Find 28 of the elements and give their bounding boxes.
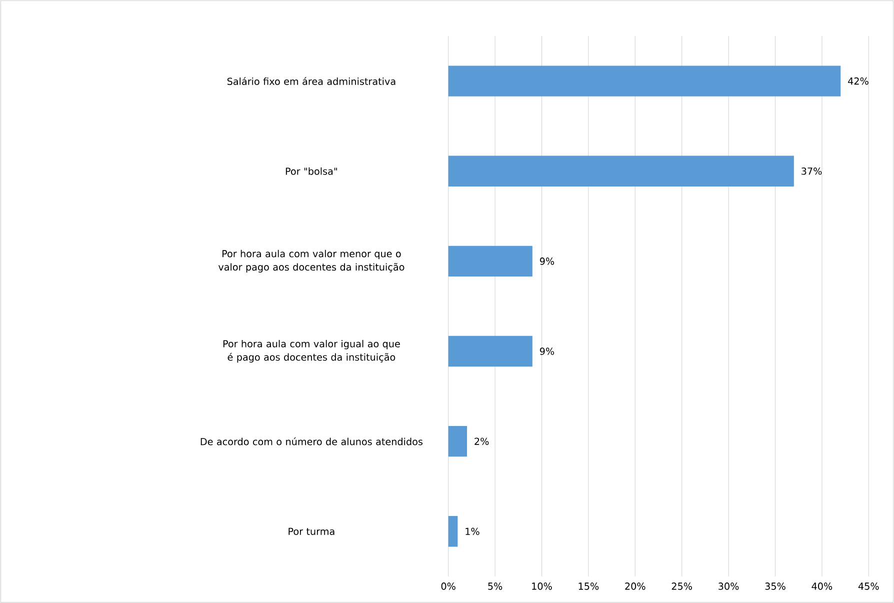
x-tick-label: 20%: [625, 582, 646, 590]
bar: [448, 246, 532, 276]
x-tick-label: 15%: [578, 582, 599, 590]
data-label: 2%: [474, 438, 489, 445]
bar: [448, 336, 532, 367]
x-tick-label: 35%: [765, 582, 786, 590]
x-tick-label: 5%: [488, 582, 502, 590]
data-label: 37%: [802, 167, 822, 175]
x-tick-label: 0%: [441, 582, 456, 590]
y-tick-label: De acordo com o número de alunos atendidos: [200, 437, 422, 446]
x-tick-label: 45%: [858, 582, 879, 590]
y-tick-label: Por turma: [288, 528, 334, 535]
bar: [448, 156, 794, 186]
data-label: 9%: [540, 258, 554, 265]
bar: [448, 516, 458, 547]
x-tick-label: 30%: [718, 582, 739, 590]
y-tick-label: Por hora aula com valor igual ao que é pago aos docentes da instituição: [223, 340, 400, 363]
data-label: 9%: [540, 348, 554, 355]
data-label: 42%: [848, 77, 868, 85]
x-tick-label: 40%: [812, 582, 832, 590]
x-tick-label: 25%: [672, 582, 692, 590]
y-tick-label: Salário fixo em área administrativa: [227, 77, 396, 85]
y-tick-label: Por hora aula com valor menor que o valor pago aos docentes da instituição: [218, 250, 404, 272]
data-label: 1%: [466, 528, 480, 535]
bar: [448, 66, 841, 96]
bar: [448, 426, 468, 457]
x-tick-label: 10%: [532, 582, 552, 590]
y-tick-label: Por "bolsa": [286, 167, 337, 175]
